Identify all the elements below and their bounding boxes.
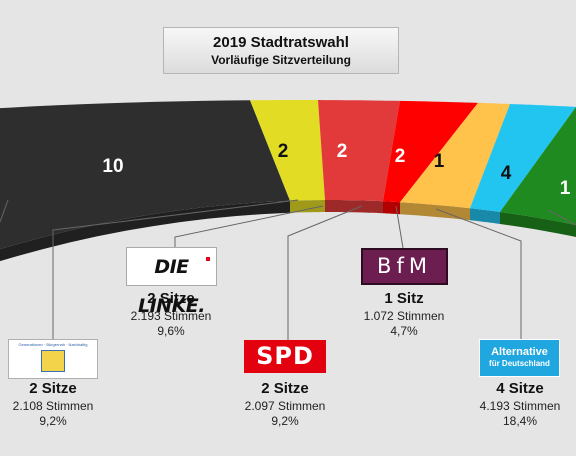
local-party-emblem-icon (41, 350, 65, 372)
segment-side-3 (383, 201, 400, 215)
connector-line-linke (174, 205, 324, 247)
votes-count: 2.097 Stimmen (244, 399, 326, 413)
votes-count: 2.108 Stimmen (12, 399, 94, 413)
die-linke-logo: DIE LINKE. (126, 247, 217, 317)
seat-label-4: 1 (434, 151, 445, 172)
seat-label-3: 2 (395, 146, 406, 167)
party-result-afd: 4 Sitze 4.193 Stimmen 18,4% (460, 380, 576, 428)
seat-label-6: 1 (560, 178, 571, 199)
seats-count: 4 Sitze (496, 380, 544, 397)
seat-label-5: 4 (501, 163, 512, 184)
bfm-logo: BfM (361, 248, 448, 285)
seats-count: 2 Sitze (29, 380, 77, 397)
segment-side-0 (0, 200, 290, 262)
segment-side-6 (500, 212, 576, 238)
chart-subtitle: Vorläufige Sitzverteilung (211, 53, 351, 67)
vote-percent: 9,6% (157, 324, 185, 338)
votes-count: 2.193 Stimmen (130, 309, 212, 323)
seat-segment-2 (318, 100, 400, 202)
vote-percent: 4,7% (390, 324, 418, 338)
segment-side-2 (325, 200, 383, 214)
vote-percent: 9,2% (271, 414, 299, 428)
local-party-logo: Generationen · Bürgernah · Nachhaltig (8, 339, 98, 379)
vote-percent: 18,4% (502, 414, 538, 428)
party-result-linke: 2 Sitze 2.193 Stimmen 9,6% (111, 290, 231, 338)
seat-segment-5 (470, 104, 576, 212)
seat-segment-4 (400, 102, 510, 209)
votes-count: 1.072 Stimmen (363, 309, 445, 323)
chart-title-box: 2019 Stadtratswahl Vorläufige Sitzvertei… (163, 27, 399, 74)
votes-count: 4.193 Stimmen (479, 399, 561, 413)
seats-count: 1 Sitz (384, 290, 424, 307)
seat-label-0: 10 (102, 156, 123, 177)
seat-label-1: 2 (278, 141, 289, 162)
segment-side-5 (470, 208, 500, 224)
seats-count: 2 Sitze (261, 380, 309, 397)
seat-segment-6 (500, 106, 576, 226)
connector-line-green (547, 209, 576, 226)
afd-logo: Alternative für Deutschland (479, 339, 560, 377)
party-result-bfm: 1 Sitz 1.072 Stimmen 4,7% (344, 290, 464, 338)
connector-lines (0, 199, 576, 340)
connector-line-afd (435, 208, 522, 339)
vote-percent: 9,2% (39, 414, 67, 428)
segment-side-1 (290, 200, 325, 213)
connector-line-lokal (0, 199, 9, 223)
seat-segment-1 (250, 100, 325, 201)
party-result-spd: 2 Sitze 2.097 Stimmen 9,2% (225, 380, 345, 428)
chart-title: 2019 Stadtratswahl (213, 34, 349, 51)
seat-labels-layer: 10 2 2 2 1 4 1 (102, 141, 570, 199)
seat-segment-3 (383, 100, 478, 203)
seats-count: 2 Sitze (147, 290, 195, 307)
party-result-lokal: 2 Sitze 2.108 Stimmen 9,2% (0, 380, 113, 428)
connector-line-lokal-2 (52, 199, 299, 340)
seat-segment-0 (0, 100, 290, 250)
connector-line-bfm (395, 205, 404, 249)
seat-label-2: 2 (337, 141, 348, 162)
segments-layer (0, 100, 576, 262)
connector-line-spd (287, 205, 363, 340)
spd-logo: SPD (244, 340, 326, 373)
